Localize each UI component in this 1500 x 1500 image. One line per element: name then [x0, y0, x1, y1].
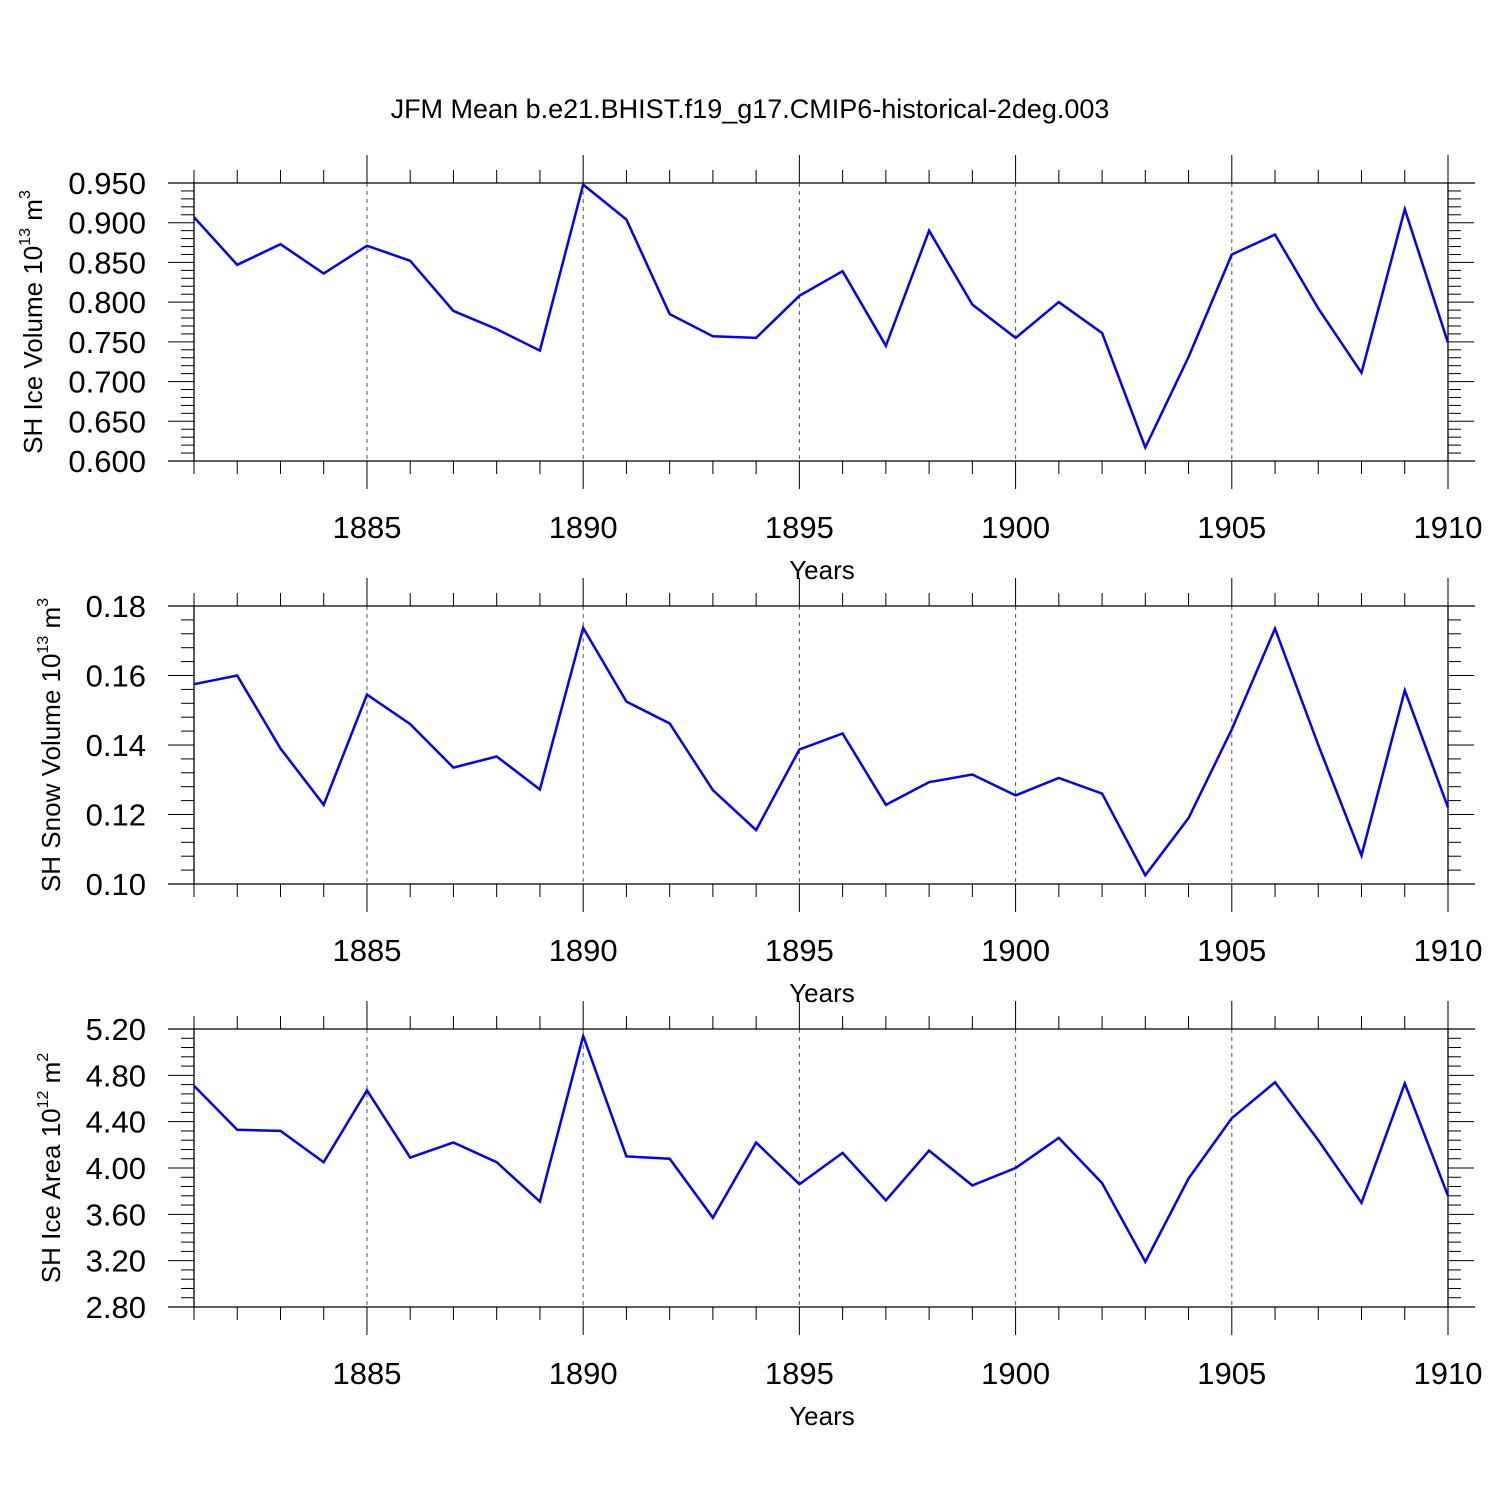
y-tick-label: 2.80 [86, 1290, 146, 1325]
y-tick-label: 4.00 [86, 1151, 146, 1186]
x-axis-label: Years [789, 1401, 855, 1431]
x-tick-label: 1895 [765, 510, 834, 545]
x-tick-label: 1885 [332, 933, 401, 968]
y-tick-label: 0.600 [68, 444, 146, 479]
y-axis-label: SH Ice Area 1012 m2 [35, 1053, 66, 1284]
x-tick-label: 1905 [1197, 510, 1266, 545]
x-axis-label: Years [789, 555, 855, 585]
x-tick-label: 1910 [1414, 510, 1483, 545]
series-line [193, 1031, 1450, 1265]
x-tick-label: 1900 [981, 510, 1050, 545]
x-tick-label: 1900 [981, 933, 1050, 968]
x-tick-label: 1890 [549, 1356, 618, 1391]
x-tick-label: 1890 [549, 510, 618, 545]
figure-title: JFM Mean b.e21.BHIST.f19_g17.CMIP6-histo… [391, 94, 1110, 124]
y-tick-label: 3.20 [86, 1244, 146, 1279]
x-tick-label: 1900 [981, 1356, 1050, 1391]
y-tick-label: 0.950 [68, 166, 146, 201]
y-tick-label: 0.16 [86, 659, 146, 694]
panel-ice-volume: 0.600 0.650 0.700 0.750 0.800 0.850 0.900 0.950… [17, 155, 1482, 585]
x-tick-label: 1905 [1197, 1356, 1266, 1391]
y-tick-label: 0.650 [68, 404, 146, 439]
y-axis-label: SH Ice Volume 1013 m3 [17, 190, 48, 454]
x-tick-label: 1895 [765, 1356, 834, 1391]
panel-snow-volume: 0.10 0.12 0.14 0.16 0.18 1885 1890 1895 1900 1905… [35, 578, 1482, 1008]
y-tick-label: 0.850 [68, 245, 146, 280]
x-tick-label: 1885 [332, 1356, 401, 1391]
y-tick-label: 4.40 [86, 1105, 146, 1140]
y-tick-label: 0.700 [68, 365, 146, 400]
y-tick-label: 0.750 [68, 325, 146, 360]
x-tick-label: 1895 [765, 933, 834, 968]
x-tick-label: 1905 [1197, 933, 1266, 968]
x-axis-label: Years [789, 978, 855, 1008]
y-tick-label: 0.12 [86, 798, 146, 833]
y-tick-label: 0.900 [68, 206, 146, 241]
y-tick-label: 0.14 [86, 728, 146, 763]
x-tick-label: 1910 [1414, 1356, 1483, 1391]
y-tick-label: 0.800 [68, 285, 146, 320]
x-tick-label: 1885 [332, 510, 401, 545]
y-tick-label: 0.10 [86, 867, 146, 902]
series-line [193, 624, 1450, 878]
panel-ice-area: 2.80 3.20 3.60 4.00 4.40 4.80 5.20 1885 1890 1895… [35, 1001, 1482, 1431]
y-tick-label: 4.80 [86, 1058, 146, 1093]
series-line [193, 182, 1450, 451]
x-tick-label: 1890 [549, 933, 618, 968]
x-tick-label: 1910 [1414, 933, 1483, 968]
y-tick-label: 3.60 [86, 1197, 146, 1232]
y-tick-label: 0.18 [86, 589, 146, 624]
y-tick-label: 5.20 [86, 1012, 146, 1047]
y-axis-label: SH Snow Volume 1013 m3 [35, 598, 66, 892]
